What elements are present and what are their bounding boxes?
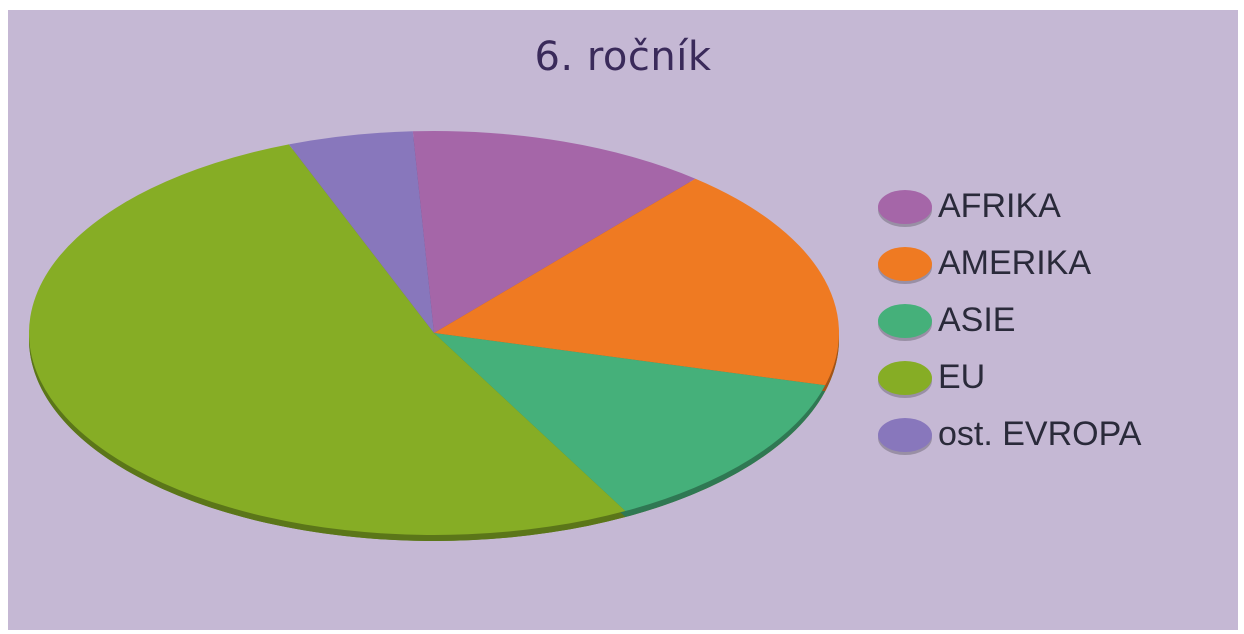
legend: AFRIKA AMERIKA ASIE EU ost. EVROPA (878, 178, 1218, 463)
legend-swatch-eu (878, 360, 932, 395)
legend-label-eu: EU (938, 358, 986, 396)
legend-item-amerika: AMERIKA (878, 235, 1218, 292)
chart-title: 6. ročník (534, 34, 712, 80)
legend-swatch-amerika (878, 246, 932, 281)
legend-item-afrika: AFRIKA (878, 178, 1218, 235)
pie-slice-ost-evropa (288, 131, 434, 333)
legend-label-amerika: AMERIKA (938, 244, 1092, 282)
pie-slice-amerika (434, 178, 839, 386)
legend-item-eu: EU (878, 349, 1218, 406)
legend-swatch-afrika (878, 189, 932, 224)
pie-slice-asie (434, 333, 826, 512)
legend-swatch-asie (878, 303, 932, 338)
legend-label-ost-evropa: ost. EVROPA (938, 415, 1142, 453)
legend-item-asie: ASIE (878, 292, 1218, 349)
pie-slice-eu (29, 144, 626, 535)
legend-label-asie: ASIE (938, 301, 1016, 339)
pie-slice-afrika (412, 131, 696, 333)
chart-frame: 6. ročník AFRIKA AMERIKA ASIE EU ost. EV… (8, 10, 1238, 630)
legend-item-ost-evropa: ost. EVROPA (878, 406, 1218, 463)
pie-chart (28, 131, 839, 542)
legend-swatch-ost-evropa (878, 417, 932, 452)
legend-label-afrika: AFRIKA (938, 187, 1061, 225)
